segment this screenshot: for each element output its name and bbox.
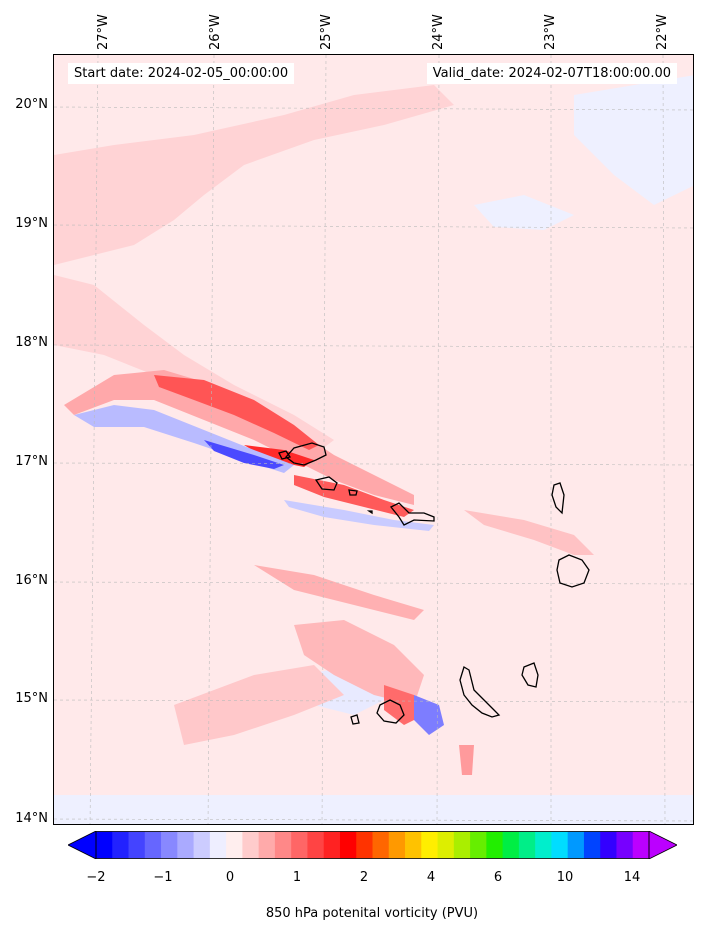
negative-pv-region [574,75,693,205]
colorbar [68,831,677,859]
colorbar-cell [388,831,406,859]
colorbar-cell [177,831,194,859]
colorbar-cell [339,831,357,859]
colorbar-tick: 0 [225,870,235,885]
island-sao-nicolau [314,476,338,491]
positive-pv-filament [154,375,319,450]
island-brava [350,714,360,725]
negative-pv-filament [284,500,434,531]
lat-label: 19°N [15,216,48,231]
colorbar-cell [112,831,129,859]
colorbar-cell [96,831,113,859]
colorbar-cell [437,831,455,859]
valid-date-label: Valid_date: 2024-02-07T18:00:00.00 [426,63,677,84]
colorbar-cell [486,831,504,859]
colorbar-cell [502,831,520,859]
colorbar-cell [600,831,617,859]
lon-label: 23°W [543,14,558,50]
island-maio [521,662,539,688]
colorbar-tick: 1 [292,870,302,885]
positive-pv-filament [254,565,424,620]
positive-pv-filament [64,370,414,505]
colorbar-cell [144,831,162,859]
colorbar-cells [96,831,650,859]
colorbar-cell [405,831,422,859]
island-boa-vista [556,554,590,588]
positive-pv-filament [244,445,314,467]
negative-pv-filament [204,440,284,469]
colorbar-cell [193,831,211,859]
colorbar-cell [551,831,569,859]
island-santiago [459,666,501,718]
lat-label: 17°N [15,454,48,469]
colorbar-cell [307,831,325,859]
start-date-label: Start date: 2024-02-05_00:00:00 [68,63,295,84]
colorbar-cell [274,831,292,859]
colorbar-cell [209,831,227,859]
graticule [54,55,693,824]
island-sao-vicente [278,450,292,460]
colorbar-cell [616,831,634,859]
negative-pv-region [414,695,444,735]
colorbar-cell [258,831,276,859]
negative-pv-region [474,195,574,230]
lat-label: 16°N [15,573,48,588]
positive-pv-region [174,665,344,745]
positive-pv-region [294,620,424,705]
colorbar-tick: 4 [426,870,436,885]
colorbar-cell [470,831,487,859]
island-santo-antao [285,442,327,466]
lat-label: 15°N [15,691,48,706]
lon-label: 24°W [431,14,446,50]
colorbar-cell [242,831,260,859]
colorbar-tick: 10 [556,870,574,885]
colorbar-right-arrow [648,831,677,859]
positive-pv-region [54,85,454,265]
colorbar-cell [372,831,390,859]
lon-label: 22°W [655,14,670,50]
lon-label: 27°W [96,14,111,50]
island-fogo [376,699,405,724]
colorbar-left-arrow [68,831,97,859]
colorbar-tick: 14 [623,870,641,885]
island-boa-vista-north [389,502,435,526]
colorbar-cell [567,831,585,859]
lat-label: 20°N [15,97,48,112]
potential-vorticity-map [54,55,693,824]
colorbar-cell [535,831,552,859]
lon-label: 26°W [208,14,223,50]
negative-pv-region [54,795,693,824]
island-sal [551,482,565,515]
lat-label: 18°N [15,335,48,350]
colorbar-tick: 2 [359,870,369,885]
colorbar-cell [226,831,243,859]
island-coastlines [278,442,590,725]
colorbar-outline [95,831,650,859]
colorbar-label: 850 hPa potenital vorticity (PVU) [265,906,479,921]
positive-pv-region [459,745,474,775]
map-panel [53,54,694,825]
colorbar-cell [583,831,601,859]
colorbar-cell [323,831,341,859]
colorbar-cell [161,831,178,859]
colorbar-cell [421,831,438,859]
positive-pv-filament [294,475,414,517]
colorbar-tick: 6 [493,870,503,885]
colorbar-cell [356,831,373,859]
lon-label: 25°W [319,14,334,50]
lat-label: 14°N [15,811,48,826]
colorbar-cell [453,831,471,859]
colorbar-cell [291,831,308,859]
island-sal-small [366,510,373,515]
island-santa-luzia [348,489,358,496]
colorbar-cell [518,831,536,859]
positive-pv-filament [464,510,594,555]
colorbar-tick: −1 [153,870,173,885]
colorbar-cell [632,831,650,859]
colorbar-cell [128,831,146,859]
colorbar-tick: −2 [86,870,106,885]
